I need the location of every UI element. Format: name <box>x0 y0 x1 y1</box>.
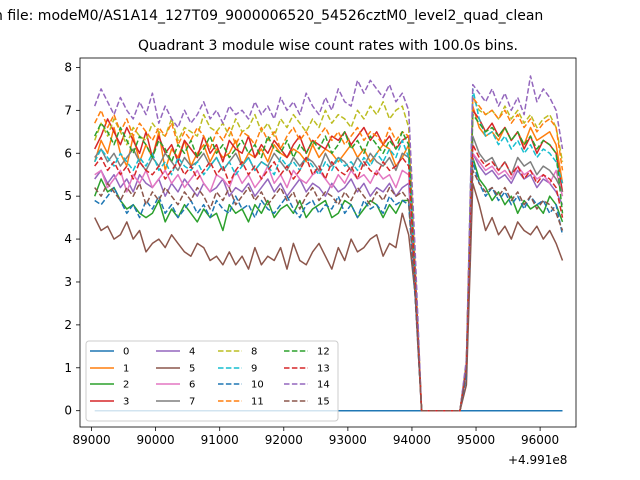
x-tick-label: 93000 <box>329 433 367 447</box>
y-tick-label: 6 <box>64 146 72 160</box>
legend-label-13: 13 <box>317 364 330 375</box>
y-tick-label: 1 <box>64 361 72 375</box>
y-tick-label: 0 <box>64 404 72 418</box>
legend-label-4: 4 <box>189 347 195 358</box>
x-tick-label: 91000 <box>201 433 239 447</box>
legend-box <box>85 340 339 422</box>
series-line-3 <box>94 109 564 412</box>
y-tick-label: 2 <box>64 318 72 332</box>
x-axis: 89000 90000 91000 92000 93000 94000 95000 96000 <box>72 427 559 447</box>
series-line-14 <box>93 75 564 412</box>
y-tick-label: 8 <box>64 60 72 74</box>
legend-label-10: 10 <box>251 380 264 391</box>
y-tick-label: 5 <box>64 189 72 203</box>
y-tick-label: 4 <box>64 232 72 246</box>
x-tick-label: 96000 <box>521 433 559 447</box>
series-line-4 <box>94 152 564 412</box>
series-line-2 <box>93 156 564 412</box>
y-tick-label: 3 <box>64 275 72 289</box>
legend-label-9: 9 <box>251 364 257 375</box>
legend-label-8: 8 <box>251 347 257 358</box>
legend-label-1: 1 <box>123 364 129 375</box>
y-axis: 0 1 2 3 4 5 6 7 8 <box>64 60 80 418</box>
series-line-10 <box>94 161 564 412</box>
y-tick-label: 7 <box>64 103 72 117</box>
plot-frame <box>79 57 577 428</box>
figure-suptitle: n file: modeM0/AS1A14_127T09_9000006520_… <box>0 8 544 24</box>
legend-label-0: 0 <box>123 347 129 358</box>
legend-label-5: 5 <box>189 364 195 375</box>
x-tick-label: 94000 <box>393 433 431 447</box>
x-tick-label: 95000 <box>457 433 495 447</box>
legend-label-3: 3 <box>123 397 129 408</box>
chart-title: Quadrant 3 module wise count rates with … <box>138 38 518 54</box>
legend-label-2: 2 <box>123 380 129 391</box>
legend-label-6: 6 <box>189 380 195 391</box>
legend-label-15: 15 <box>317 397 330 408</box>
legend-label-12: 12 <box>317 347 330 358</box>
series-line-6 <box>94 152 564 412</box>
series-layer <box>93 75 564 412</box>
legend-label-11: 11 <box>251 397 264 408</box>
series-line-12 <box>94 113 564 412</box>
series-line-5 <box>94 182 564 412</box>
series-line-9 <box>94 88 564 412</box>
series-line-11 <box>94 96 564 412</box>
series-line-15 <box>94 169 564 412</box>
legend-label-14: 14 <box>317 380 330 391</box>
x-axis-offset-label: +4.991e8 <box>508 453 568 467</box>
x-tick-label: 90000 <box>137 433 175 447</box>
series-line-13 <box>94 143 564 412</box>
series-line-7 <box>94 135 564 412</box>
x-tick-label: 92000 <box>265 433 303 447</box>
legend-label-7: 7 <box>189 397 195 408</box>
x-tick-label: 89000 <box>72 433 110 447</box>
